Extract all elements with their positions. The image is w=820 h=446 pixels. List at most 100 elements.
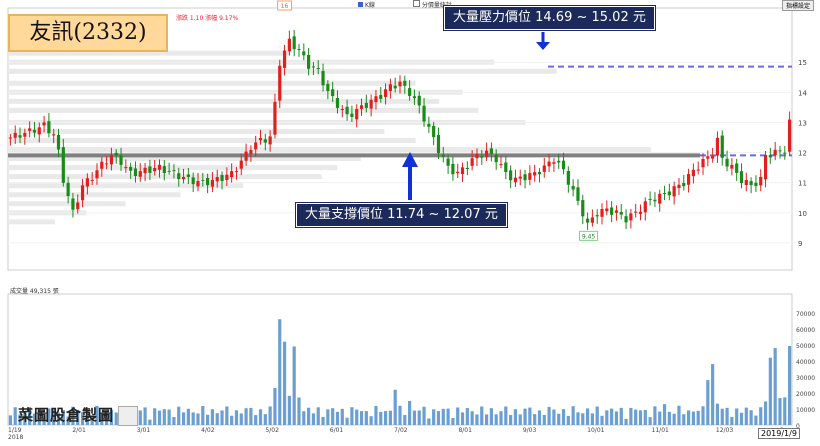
candle-body — [706, 156, 710, 159]
volume-bar — [95, 405, 99, 425]
candle-body — [181, 176, 186, 180]
volume-bar — [210, 409, 215, 425]
volume-bar — [61, 409, 65, 425]
candle-body — [206, 178, 210, 186]
volume-bar — [585, 408, 590, 425]
volume-bar — [658, 411, 662, 425]
support-arrow-icon — [402, 152, 418, 167]
volume-bar — [191, 412, 195, 425]
candle-body — [56, 134, 61, 150]
tab-kline[interactable]: K線 — [358, 2, 393, 9]
candle-body — [282, 50, 287, 68]
volume-bar — [172, 416, 176, 425]
candle-body — [230, 171, 234, 178]
volume-bar — [547, 406, 551, 425]
candle-body — [581, 200, 585, 217]
volume-bar — [600, 415, 604, 425]
settings-button[interactable]: 指標設定 — [781, 0, 814, 11]
volume-bar — [273, 387, 277, 425]
volume-bar — [398, 405, 402, 425]
volume-bar — [162, 409, 166, 425]
candle-body — [759, 176, 763, 186]
volume-bar — [552, 409, 556, 425]
tab-volume-dist[interactable]: 分價量統計 — [412, 0, 470, 9]
volume-bar — [605, 410, 609, 425]
volume-bar — [181, 412, 186, 425]
volume-bar — [484, 414, 489, 425]
volume-bar — [523, 408, 527, 425]
volume-bar — [677, 405, 681, 425]
checkbox-icon — [412, 0, 420, 7]
candle-body — [95, 170, 99, 179]
volume-bar — [533, 414, 537, 425]
volume-bar — [504, 406, 508, 425]
candle-body — [278, 65, 282, 101]
volume-bar — [441, 408, 445, 425]
candle-body — [662, 193, 667, 195]
volume-bar — [355, 409, 359, 425]
price-tick-label: 14 — [798, 89, 807, 97]
volume-bar — [71, 406, 75, 425]
candle-body — [403, 80, 407, 86]
candle-body — [268, 136, 272, 145]
candle-body — [408, 88, 412, 96]
candle-body — [744, 179, 748, 185]
volume-bar — [153, 408, 157, 425]
volume-bar — [667, 411, 671, 425]
candle-body — [138, 171, 142, 177]
candle-body — [763, 154, 768, 180]
volume-bar — [263, 414, 267, 425]
candle-body — [518, 176, 522, 179]
candle-body — [335, 98, 340, 108]
volume-bar — [8, 415, 13, 425]
candle-body — [701, 158, 705, 168]
candle-body — [643, 201, 647, 213]
volume-bar — [167, 409, 171, 425]
volume-bar — [518, 414, 522, 425]
candle-body — [307, 54, 311, 69]
candle-body — [783, 152, 787, 154]
candle-body — [672, 186, 676, 197]
volume-tick-label: 20000 — [796, 391, 815, 398]
volume-bar — [778, 398, 782, 425]
volume-bar — [691, 411, 695, 425]
candle-body — [263, 139, 267, 143]
volume-bar — [557, 413, 561, 425]
volume-tick-label: 0 — [796, 423, 800, 430]
candle-body — [730, 164, 734, 169]
volume-bar — [528, 407, 532, 425]
price-change: 漲跌 1.10 漲幅 9.17% — [176, 15, 239, 22]
candle-body — [436, 134, 441, 154]
candle-body — [350, 113, 354, 117]
volume-bar — [369, 416, 373, 425]
volume-bar — [105, 412, 109, 425]
candle-body — [191, 177, 195, 185]
candle-body — [547, 161, 551, 167]
candle-body — [686, 174, 691, 185]
candle-body — [614, 210, 619, 213]
date-tick-label: 2018 — [8, 434, 23, 441]
volume-bar — [215, 413, 219, 425]
candle-body — [557, 160, 561, 163]
date-tick-label: 10/01 — [587, 427, 604, 434]
volume-bar — [80, 412, 85, 425]
kline-square-icon — [358, 2, 363, 7]
candle-body — [619, 211, 623, 215]
low-annotation-box — [579, 230, 599, 241]
candle-body — [287, 38, 291, 52]
date-tick-label: 8/01 — [458, 427, 472, 434]
candle-body — [446, 158, 450, 166]
candle-body — [201, 179, 205, 181]
volume-bar — [739, 412, 744, 425]
candle-body — [148, 166, 152, 173]
price-tick-label: 11 — [798, 180, 807, 188]
candle-body — [427, 123, 431, 127]
volume-bar — [451, 418, 455, 425]
volume-bar — [465, 408, 469, 425]
candle-body — [66, 182, 70, 196]
volume-bar — [735, 408, 739, 425]
volume-bar — [672, 413, 676, 425]
volume-bar — [749, 410, 753, 425]
volume-bar — [682, 414, 686, 425]
candle-body — [249, 150, 253, 154]
